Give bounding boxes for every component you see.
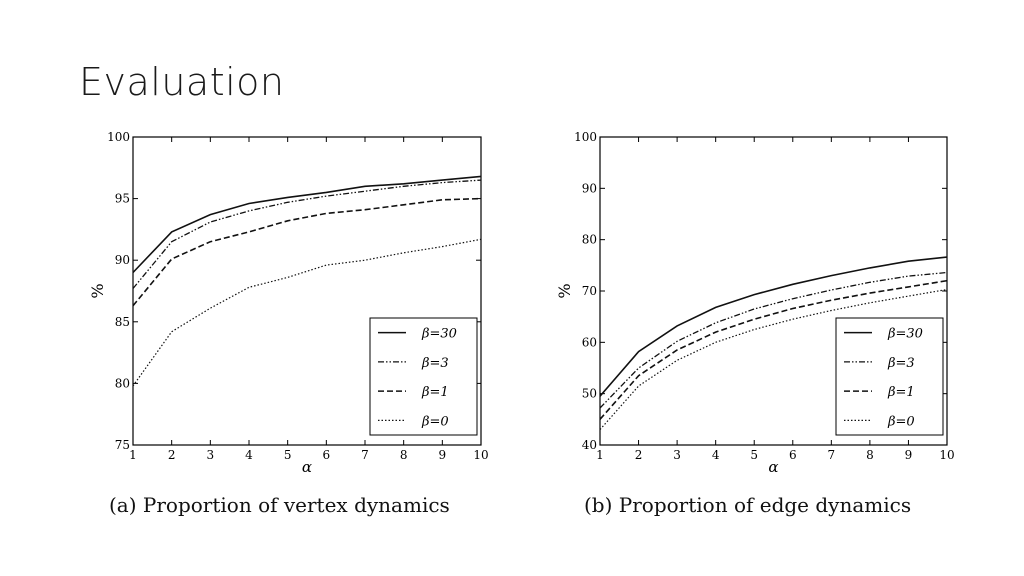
- x-tick-label: 9: [439, 448, 447, 462]
- x-tick-label: 3: [673, 448, 681, 462]
- x-axis-label: α: [302, 458, 312, 476]
- y-tick-label: 90: [582, 181, 597, 195]
- y-tick-label: 75: [115, 438, 130, 452]
- x-tick-label: 7: [828, 448, 836, 462]
- y-tick-label: 60: [582, 335, 597, 349]
- x-tick-label: 8: [400, 448, 408, 462]
- x-tick-label: 5: [750, 448, 758, 462]
- legend-label-1: β=3: [421, 356, 449, 371]
- x-tick-label: 4: [712, 448, 720, 462]
- x-axis-label: α: [768, 458, 778, 476]
- x-tick-label: 6: [323, 448, 331, 462]
- x-tick-label: 2: [168, 448, 176, 462]
- y-tick-label: 100: [574, 130, 597, 144]
- x-tick-label: 1: [596, 448, 604, 462]
- series-line-1: [132, 179, 482, 289]
- x-tick-label: 1: [129, 448, 137, 462]
- x-tick-label: 10: [939, 448, 954, 462]
- x-tick-label: 10: [473, 448, 488, 462]
- legend-label-1: β=3: [887, 356, 915, 371]
- chart-edge-dynamics: 1 2 3 4 5 6 7 8 9 10 40 50 60 70 80 90 100 α% β=30 β=3 β=1 β=…: [555, 130, 955, 476]
- x-tick-label: 2: [635, 448, 643, 462]
- x-tick-label: 5: [284, 448, 292, 462]
- plot-frame: [132, 136, 482, 446]
- slide-title: Evaluation: [79, 60, 285, 104]
- x-tick-label: 8: [866, 448, 874, 462]
- chart-vertex-dynamics: 1 2 3 4 5 6 7 8 9 10 75 80 85 90 95 100 α% β=30 β=3 β=1 β=0: [88, 130, 489, 476]
- legend-label-2: β=1: [887, 385, 915, 400]
- legend-label-0: β=30: [421, 327, 457, 342]
- legend-box: [369, 317, 478, 436]
- y-tick-label: 70: [582, 284, 597, 298]
- legend-label-0: β=30: [887, 327, 923, 342]
- y-tick-label: 100: [107, 130, 130, 144]
- y-tick-label: 85: [115, 315, 130, 329]
- caption-vertex-dynamics: (a) Proportion of vertex dynamics: [109, 493, 450, 517]
- x-tick-label: 6: [789, 448, 797, 462]
- y-tick-label: 80: [115, 376, 130, 390]
- legend-label-3: β=0: [887, 414, 915, 429]
- y-axis-label: %: [555, 283, 574, 298]
- y-axis-label: %: [88, 283, 107, 298]
- y-tick-label: 40: [582, 438, 597, 452]
- series-line-0: [599, 256, 948, 397]
- series-line-0: [132, 175, 482, 274]
- series-line-1: [599, 271, 948, 409]
- x-tick-label: 7: [361, 448, 369, 462]
- x-tick-label: 4: [245, 448, 253, 462]
- y-tick-label: 95: [115, 192, 130, 206]
- caption-edge-dynamics: (b) Proportion of edge dynamics: [584, 493, 912, 517]
- series-line-2: [599, 279, 948, 420]
- y-tick-label: 90: [115, 253, 130, 267]
- legend-label-2: β=1: [421, 385, 449, 400]
- legend-box: [835, 317, 944, 436]
- y-tick-label: 50: [582, 387, 597, 401]
- series-line-3: [599, 288, 948, 430]
- legend-label-3: β=0: [421, 414, 449, 429]
- y-tick-label: 80: [582, 233, 597, 247]
- x-tick-label: 9: [905, 448, 913, 462]
- series-line-2: [132, 197, 482, 307]
- x-tick-label: 3: [207, 448, 215, 462]
